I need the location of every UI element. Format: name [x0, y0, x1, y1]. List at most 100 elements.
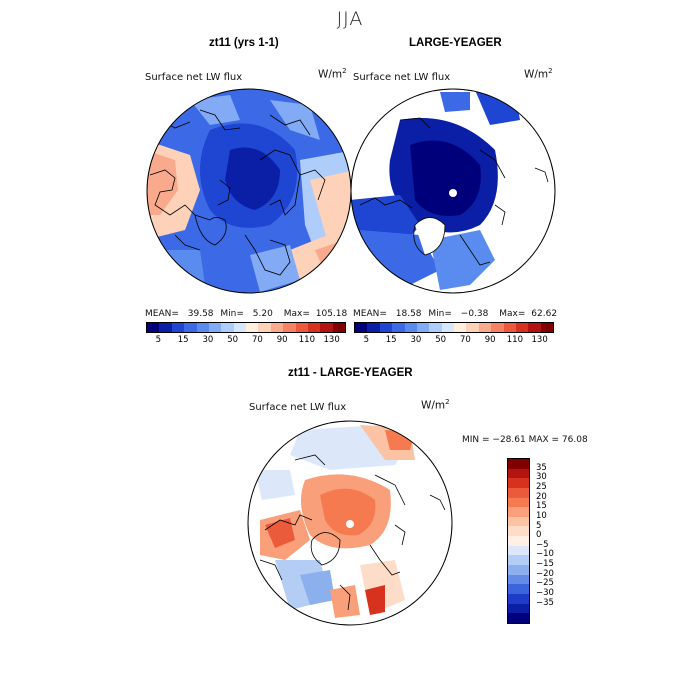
panel2-colorbar [354, 322, 554, 333]
diff-colorbar-swatch [508, 545, 529, 556]
panel3-unit-exp: 2 [445, 398, 450, 406]
panel1-colorbar-swatch [283, 323, 296, 332]
diff-colorbar-label: 30 [536, 472, 547, 483]
panel1-colorbar-label: 90 [276, 335, 288, 345]
diff-colorbar-swatch [508, 555, 529, 566]
diff-colorbar-label: 15 [536, 501, 547, 512]
panel2-min: −0.38 [460, 309, 489, 319]
panel2-colorbar-label: 50 [435, 335, 447, 345]
diff-colorbar [507, 458, 530, 624]
panel2-mean: 18.58 [395, 309, 422, 319]
panel2-colorbar-label: 130 [531, 335, 548, 345]
panel1-unit: W/m2 [318, 67, 347, 81]
diff-colorbar-swatch [508, 565, 529, 575]
panel2-colorbar-swatch [441, 323, 454, 332]
panel1-colorbar-swatch [246, 323, 259, 332]
diff-colorbar-swatch [508, 459, 529, 469]
panel2-colorbar-label: 110 [506, 335, 523, 345]
panel1-colorbar-swatch [270, 323, 284, 332]
panel1-colorbar-swatch [332, 323, 345, 332]
diff-colorbar-label: −35 [536, 597, 554, 608]
panel2-colorbar-swatch [503, 323, 516, 332]
panel2-unit-exp: 2 [548, 67, 553, 75]
panel2-unit-base: W/m [524, 68, 549, 81]
panel2-colorbar-swatch [392, 323, 405, 332]
panel2-colorbar-swatch [528, 323, 541, 332]
diff-colorbar-label: 20 [536, 491, 547, 502]
panel1-colorbar-swatch [320, 323, 333, 332]
panel2-colorbar-swatch [540, 323, 553, 332]
panel1-colorbar-swatch [295, 323, 308, 332]
panel3-unit-base: W/m [421, 399, 446, 412]
panel3-title: zt11 - LARGE-YEAGER [288, 367, 413, 379]
panel1-colorbar-swatch [307, 323, 321, 332]
panel3-variable: Surface net LW flux [249, 402, 347, 413]
diff-colorbar-swatch [508, 526, 529, 537]
diff-colorbar-label: 35 [536, 462, 547, 473]
diff-colorbar-label: −10 [536, 549, 554, 560]
panel1-colorbar-swatch [208, 323, 222, 332]
panel1-colorbar-swatch [184, 323, 197, 332]
diff-colorbar-swatch [508, 574, 529, 585]
panel3-minmax: MIN = −28.61 MAX = 76.08 [462, 435, 588, 445]
panel2-stats: MEAN= 18.58 Min= −0.38 Max= 62.62 [353, 309, 557, 319]
diff-colorbar-swatch [508, 468, 529, 479]
map2-field [351, 89, 555, 293]
diff-colorbar-swatch [508, 487, 529, 498]
panel1-colorbar-label: 30 [202, 335, 214, 345]
diff-colorbar-label: −15 [536, 559, 554, 570]
panel1-colorbar-swatch [171, 323, 185, 332]
diff-colorbar-label: 10 [536, 510, 547, 521]
diff-colorbar-label: −5 [536, 539, 549, 550]
panel1-colorbar-label: 130 [323, 335, 340, 345]
panel2-colorbar-swatch [404, 323, 417, 332]
panel1-colorbar-label: 110 [298, 335, 315, 345]
panel2-colorbar-label: 90 [484, 335, 496, 345]
map1-field [147, 89, 351, 293]
panel2-mean-label: MEAN= [353, 309, 387, 319]
diff-colorbar-label: −25 [536, 578, 554, 589]
diff-colorbar-label: 0 [536, 530, 542, 541]
panel1-min: 5.20 [252, 309, 273, 319]
diff-colorbar-swatch [508, 497, 529, 508]
panel1-mean-label: MEAN= [145, 309, 179, 319]
panel2-colorbar-label: 15 [385, 335, 397, 345]
panel2-colorbar-swatch [491, 323, 504, 332]
panel2-colorbar-label: 70 [459, 335, 471, 345]
panel1-colorbar-swatch [233, 323, 246, 332]
panel2-max: 62.62 [531, 309, 558, 319]
panel1-max: 105.18 [315, 309, 348, 319]
panel2-colorbar-swatch [379, 323, 393, 332]
panel1-unit-exp: 2 [342, 67, 347, 75]
panel1-colorbar-label: 70 [251, 335, 263, 345]
panel1-colorbar-swatch [221, 323, 234, 332]
diff-colorbar-label: −20 [536, 568, 554, 579]
panel3-unit: W/m2 [421, 398, 450, 412]
panel1-colorbar-swatch [258, 323, 271, 332]
panel2-min-label: Min= [428, 309, 452, 319]
panel1-colorbar-label: 15 [177, 335, 189, 345]
panel2-colorbar-swatch [367, 323, 380, 332]
panel1-title: zt11 (yrs 1-1) [209, 37, 279, 49]
panel2-max-label: Max= [499, 309, 526, 319]
season-title: JJA [336, 8, 364, 30]
map2-border [350, 88, 556, 294]
panel1-variable: Surface net LW flux [145, 72, 243, 83]
diff-colorbar-swatch [508, 507, 529, 517]
map3-border [247, 420, 453, 626]
diff-colorbar-swatch [508, 584, 529, 594]
map3-field [248, 421, 452, 625]
diff-colorbar-label: 5 [536, 520, 542, 531]
diff-colorbar-swatch [508, 516, 529, 527]
panel2-colorbar-label: 5 [363, 335, 370, 345]
diff-colorbar-swatch [508, 603, 529, 614]
panel1-colorbar-label: 50 [227, 335, 239, 345]
panel2-colorbar-swatch [515, 323, 529, 332]
panel1-mean: 39.58 [187, 309, 214, 319]
panel2-unit: W/m2 [524, 67, 553, 81]
panel1-max-label: Max= [283, 309, 310, 319]
diff-colorbar-label: 25 [536, 481, 547, 492]
panel2-colorbar-swatch [454, 323, 467, 332]
panel2-variable: Surface net LW flux [353, 72, 451, 83]
